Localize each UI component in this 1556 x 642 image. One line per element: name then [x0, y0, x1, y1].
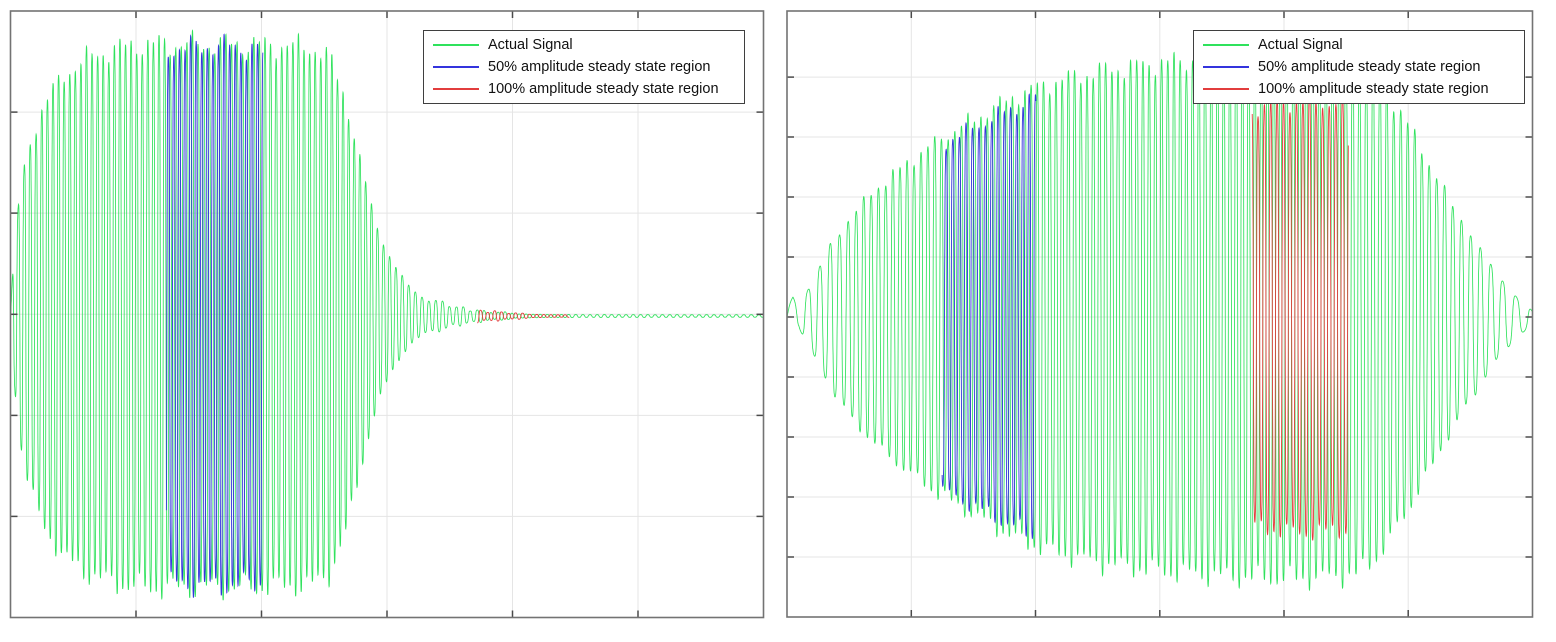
legend-label: 100% amplitude steady state region — [488, 81, 719, 97]
hundred-pct-region-line-swatch — [1203, 88, 1249, 90]
legend-label: Actual Signal — [1258, 37, 1343, 53]
left-signal-plot-100pct-region-trace — [477, 309, 570, 324]
legend-item-50pct-region: 50% amplitude steady state region — [433, 56, 736, 78]
left-signal-plot-actual-signal-trace — [10, 29, 764, 601]
legend-label: 100% amplitude steady state region — [1258, 81, 1489, 97]
right-signal-plot-actual-signal-trace — [786, 43, 1533, 592]
legend-item-actual-signal: Actual Signal — [1203, 34, 1516, 56]
fifty-pct-region-line-swatch — [1203, 66, 1249, 68]
legend-item-50pct-region: 50% amplitude steady state region — [1203, 56, 1516, 78]
legend-label: Actual Signal — [488, 37, 573, 53]
right-plot-axes — [786, 10, 1534, 618]
actual-signal-line-swatch — [433, 44, 479, 46]
legend-label: 50% amplitude steady state region — [1258, 59, 1481, 75]
legend-left-plot: Actual Signal 50% amplitude steady state… — [423, 30, 745, 104]
right-signal-plot-50pct-region-trace — [941, 93, 1037, 540]
legend-label: 50% amplitude steady state region — [488, 59, 711, 75]
right-signal-plot-axes-box — [786, 10, 1534, 618]
legend-item-100pct-region: 100% amplitude steady state region — [433, 78, 736, 100]
left-signal-plot-50pct-region-trace — [165, 33, 264, 598]
fifty-pct-region-line-swatch — [433, 66, 479, 68]
legend-item-actual-signal: Actual Signal — [433, 34, 736, 56]
legend-right-plot: Actual Signal 50% amplitude steady state… — [1193, 30, 1525, 104]
actual-signal-line-swatch — [1203, 44, 1249, 46]
hundred-pct-region-line-swatch — [433, 88, 479, 90]
left-signal-plot-axes-box — [9, 10, 765, 619]
right-signal-plot-100pct-region-trace — [1251, 91, 1349, 541]
left-plot-axes — [9, 10, 765, 619]
legend-item-100pct-region: 100% amplitude steady state region — [1203, 78, 1516, 100]
